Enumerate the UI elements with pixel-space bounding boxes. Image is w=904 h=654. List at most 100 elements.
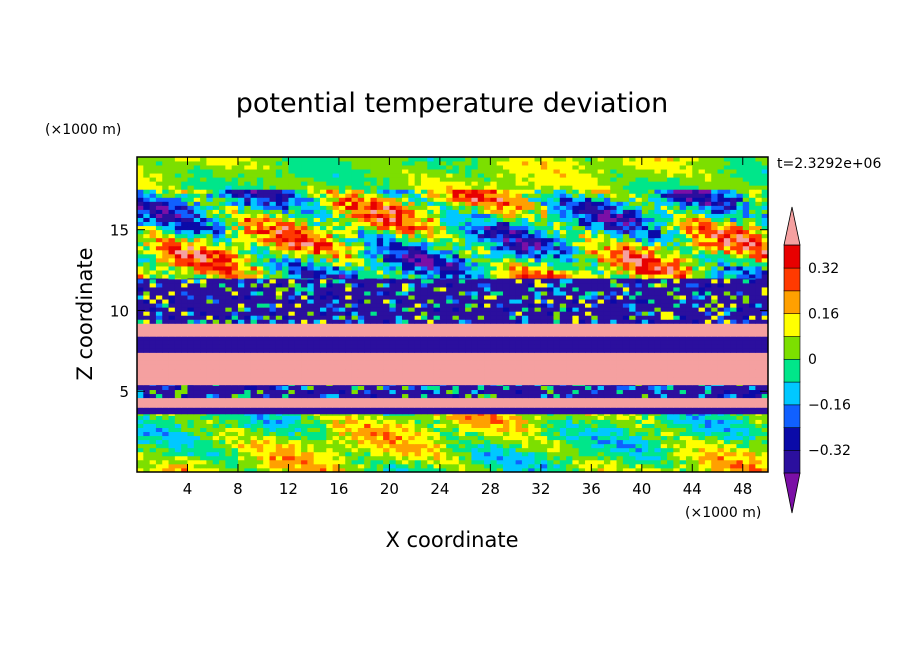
heatmap-cell: [502, 311, 510, 316]
heatmap-cell: [477, 328, 485, 333]
heatmap-cell: [667, 376, 674, 382]
heatmap-cell: [250, 307, 258, 312]
heatmap-cell: [654, 423, 662, 428]
heatmap-cell: [288, 389, 296, 395]
heatmap-cell: [143, 328, 151, 333]
heatmap-cell: [622, 368, 630, 374]
heatmap-cell: [572, 315, 580, 320]
heatmap-cell: [370, 384, 378, 386]
heatmap-cell: [357, 344, 365, 349]
heatmap-cell: [439, 323, 447, 325]
heatmap-cell: [155, 344, 163, 349]
heatmap-cell: [723, 324, 731, 329]
heatmap-cell: [383, 311, 390, 316]
heatmap-cell: [502, 372, 510, 378]
heatmap-cell: [168, 319, 176, 324]
heatmap-cell: [452, 336, 460, 341]
heatmap-cell: [515, 427, 523, 433]
heatmap-cell: [629, 307, 636, 312]
heatmap-cell: [282, 344, 289, 349]
heatmap-cell: [679, 368, 687, 374]
heatmap-cell: [338, 380, 346, 386]
heatmap-cell: [319, 439, 327, 445]
heatmap-cell: [187, 385, 195, 391]
heatmap-cell: [313, 419, 321, 424]
heatmap-cell: [282, 419, 289, 424]
heatmap-cell: [660, 323, 668, 325]
heatmap-cell: [572, 348, 580, 353]
heatmap-cell: [490, 295, 498, 300]
heatmap-cell: [521, 459, 529, 465]
heatmap-cell: [502, 328, 510, 333]
heatmap-cell: [749, 385, 756, 391]
heatmap-cell: [685, 439, 693, 445]
heatmap-cell: [395, 352, 403, 357]
heatmap-cell: [547, 455, 554, 461]
heatmap-cell: [591, 324, 599, 329]
heatmap-cell: [465, 427, 472, 433]
heatmap-cell: [383, 447, 390, 453]
heatmap-cell: [730, 399, 737, 404]
heatmap-cell: [155, 340, 163, 345]
heatmap-cell: [250, 344, 258, 349]
heatmap-cell: [427, 405, 434, 411]
heatmap-cell: [471, 336, 479, 341]
heatmap-cell: [484, 303, 491, 308]
heatmap-cell: [376, 385, 384, 391]
heatmap-cell: [162, 384, 169, 386]
heatmap-cell: [736, 336, 744, 341]
heatmap-cell: [263, 295, 270, 300]
heatmap-cell: [490, 376, 498, 382]
heatmap-cell: [471, 397, 479, 400]
heatmap-cell: [736, 423, 744, 428]
heatmap-cell: [402, 384, 409, 386]
heatmap-cell: [641, 435, 649, 441]
heatmap-cell: [673, 364, 681, 370]
heatmap-cell: [502, 352, 510, 357]
heatmap-cell: [667, 303, 674, 308]
heatmap-cell: [225, 423, 233, 428]
heatmap-cell: [496, 368, 504, 374]
heatmap-cell: [540, 399, 548, 404]
heatmap-cell: [742, 431, 750, 437]
heatmap-cell: [275, 415, 283, 420]
heatmap-cell: [446, 409, 453, 415]
heatmap-cell: [698, 384, 706, 386]
heatmap-cell: [685, 299, 693, 304]
heatmap-cell: [679, 360, 687, 365]
heatmap-cell: [162, 315, 169, 320]
heatmap-cell: [383, 332, 390, 337]
heatmap-cell: [351, 360, 359, 365]
heatmap-cell: [534, 399, 542, 404]
heatmap-cell: [673, 467, 681, 472]
heatmap-cell: [572, 399, 580, 404]
heatmap-cell: [338, 356, 346, 361]
heatmap-cell: [648, 427, 655, 433]
heatmap-cell: [578, 427, 586, 433]
heatmap-cell: [749, 427, 756, 433]
heatmap-cell: [641, 303, 649, 308]
heatmap-cell: [484, 447, 491, 453]
heatmap-cell: [667, 435, 674, 441]
heatmap-cell: [509, 348, 516, 353]
heatmap-cell: [452, 307, 460, 312]
heatmap-cell: [452, 397, 460, 400]
heatmap-cell: [566, 431, 573, 437]
heatmap-cell: [288, 295, 296, 300]
heatmap-cell: [326, 451, 334, 457]
heatmap-cell: [660, 423, 668, 428]
heatmap-cell: [200, 385, 207, 391]
heatmap-cell: [698, 372, 706, 378]
heatmap-cell: [547, 409, 554, 415]
heatmap-cell: [566, 409, 573, 415]
heatmap-cell: [231, 356, 239, 361]
heatmap-cell: [471, 447, 479, 453]
heatmap-cell: [402, 348, 409, 353]
heatmap-cell: [553, 299, 561, 304]
heatmap-cell: [402, 389, 409, 395]
heatmap-cell: [528, 399, 535, 404]
heatmap-cell: [471, 376, 479, 382]
heatmap-cell: [717, 352, 725, 357]
heatmap-cell: [301, 380, 308, 386]
heatmap-cell: [364, 323, 371, 325]
